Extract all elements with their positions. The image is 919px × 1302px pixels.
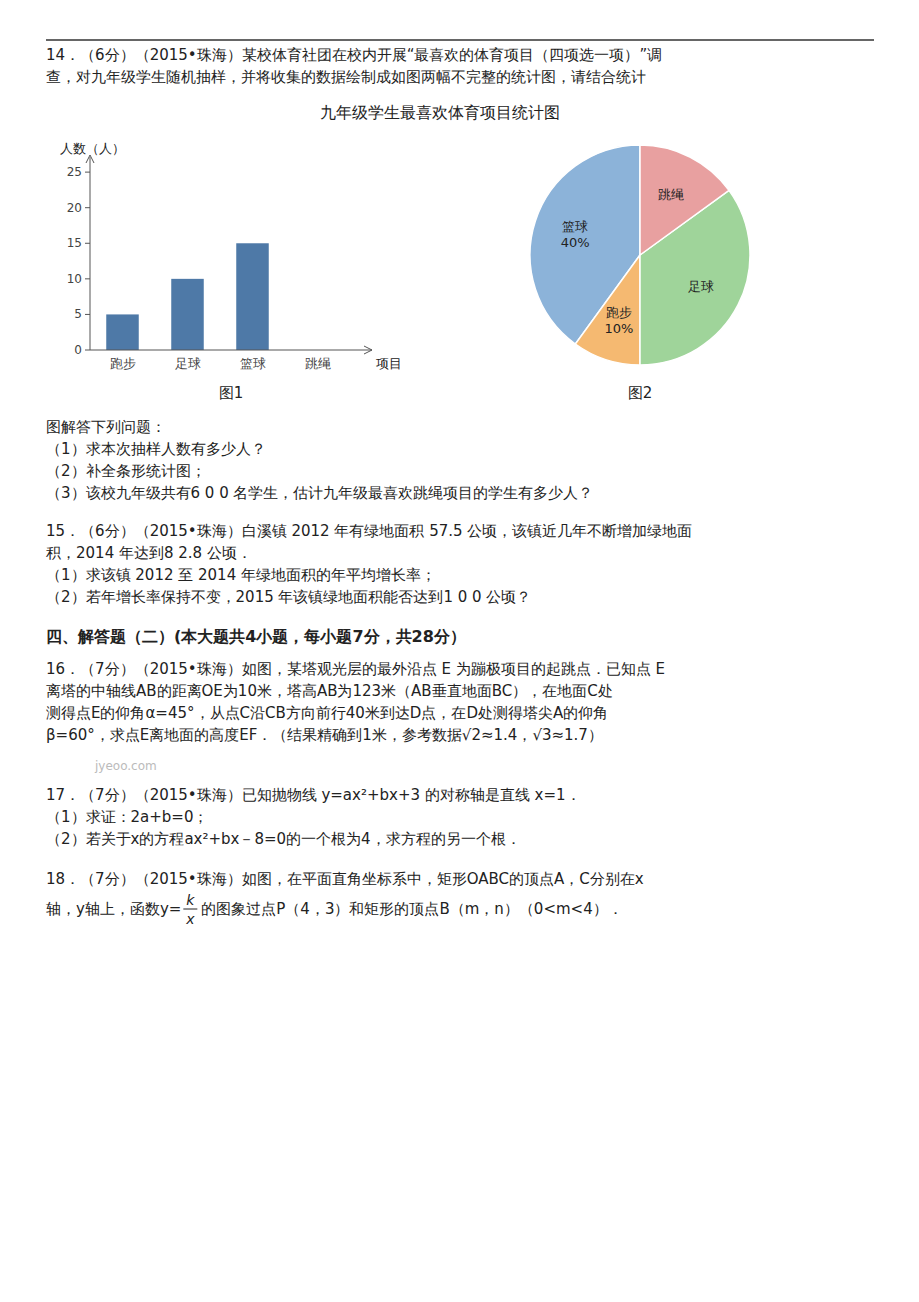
y-tick xyxy=(85,243,90,244)
pie-label: 跑步 xyxy=(606,305,632,320)
pie-slice xyxy=(640,145,729,255)
figure-label: 图1 xyxy=(219,384,244,402)
pie-label: 足球 xyxy=(688,279,714,294)
watermark: jyeoo.com xyxy=(94,759,157,773)
question-text: （2）若关于x的方程ax²+bx－8=0的一个根为4，求方程的另一个根． xyxy=(46,830,521,848)
question-text: （2）若年增长率保持不变，2015 年该镇绿地面积能否达到1 0 0 公顷？ xyxy=(46,588,531,606)
bar-marks xyxy=(106,243,269,350)
y-tick-label: 10 xyxy=(67,272,82,286)
bar-chart: 人数（人） 0 5 10 15 20 25 跑步 足球 篮球 跳绳 项目图1 xyxy=(60,141,402,402)
rule xyxy=(46,39,874,41)
question-text: 查，对九年级学生随机抽样，并将收集的数据绘制成如图两幅不完整的统计图，请结合统计 xyxy=(46,68,646,86)
y-tick xyxy=(85,278,90,279)
x-axis xyxy=(90,350,372,351)
chart-title: 九年级学生最喜欢体育项目统计图 xyxy=(320,103,560,122)
x-axis-label: 项目 xyxy=(376,356,402,371)
pie-value-label: 10% xyxy=(604,321,633,336)
page: 14．（6分）（2015•珠海）某校体育社团在校内开展“最喜欢的体育项目（四项选… xyxy=(0,0,919,1302)
bar xyxy=(106,314,139,350)
y-tick-label: 20 xyxy=(67,201,82,215)
question-text: 15．（6分）（2015•珠海）白溪镇 2012 年有绿地面积 57.5 公顷，… xyxy=(46,522,692,540)
question-text: 17．（7分）（2015•珠海）已知抛物线 y=ax²+bx+3 的对称轴是直线… xyxy=(46,786,581,804)
question-text: （3）该校九年级共有6 0 0 名学生，估计九年级最喜欢跳绳项目的学生有多少人？ xyxy=(46,484,593,502)
y-tick-label: 0 xyxy=(74,343,82,357)
pie-slice xyxy=(530,145,640,344)
y-tick xyxy=(85,172,90,173)
section-header: 四、解答题（二）(本大题共4小题，每小题7分，共28分） xyxy=(46,627,466,646)
question-text: 积，2014 年达到8 2.8 公顷． xyxy=(46,544,252,562)
pie-label: 篮球 xyxy=(562,219,588,234)
x-tick-label: 篮球 xyxy=(240,356,266,371)
pie-value-label: 40% xyxy=(561,235,590,250)
x-axis-arrow xyxy=(364,346,372,354)
y-tick xyxy=(85,314,90,315)
pie-chart: 篮球40% 跑步10% 足球 跳绳图2 xyxy=(530,145,750,402)
x-tick-label: 跑步 xyxy=(110,356,136,371)
y-tick-label: 15 xyxy=(67,236,82,250)
y-tick xyxy=(85,350,90,351)
fraction-bar xyxy=(183,909,197,910)
bar xyxy=(236,243,269,350)
y-axis-arrow xyxy=(86,155,94,163)
question-text: β=60°，求点E离地面的高度EF．（结果精确到1米，参考数据√2≈1.4，√3… xyxy=(46,726,603,744)
question-text: （1）求该镇 2012 至 2014 年绿地面积的年平均增长率； xyxy=(46,566,436,584)
fraction-denominator: x xyxy=(185,911,195,927)
question-text: （1）求本次抽样人数有多少人？ xyxy=(46,440,266,458)
y-axis xyxy=(90,157,91,350)
pie-label: 跳绳 xyxy=(658,187,684,202)
question-text: 测得点E的仰角α=45°，从点C沿CB方向前行40米到达D点，在D处测得塔尖A的… xyxy=(46,704,608,722)
question-text: 的图象过点P（4，3）和矩形的顶点B（m，n）（0<m<4）． xyxy=(201,900,622,918)
question-text: 离塔的中轴线AB的距离OE为10米，塔高AB为123米（AB垂直地面BC），在地… xyxy=(46,682,613,700)
fraction-numerator: k xyxy=(186,892,195,908)
question-text: 14．（6分）（2015•珠海）某校体育社团在校内开展“最喜欢的体育项目（四项选… xyxy=(46,46,662,64)
y-axis-label: 人数（人） xyxy=(60,141,125,156)
y-tick xyxy=(85,207,90,208)
y-tick-label: 25 xyxy=(67,165,82,179)
bar xyxy=(171,279,204,350)
pie-slice xyxy=(575,255,640,365)
question-text: 16．（7分）（2015•珠海）如图，某塔观光层的最外沿点 E 为蹦极项目的起跳… xyxy=(46,660,665,678)
question-text: （1）求证：2a+b=0； xyxy=(46,808,208,826)
y-tick-label: 5 xyxy=(74,307,82,321)
question-text: 18．（7分）（2015•珠海）如图，在平面直角坐标系中，矩形OABC的顶点A，… xyxy=(46,870,644,888)
question-text: 图解答下列问题： xyxy=(46,418,166,436)
question-text: 轴，y轴上，函数y= xyxy=(46,900,181,918)
figure-label: 图2 xyxy=(628,384,653,402)
question-text: （2）补全条形统计图； xyxy=(46,462,206,480)
x-tick-label: 跳绳 xyxy=(305,356,331,371)
x-tick-label: 足球 xyxy=(175,356,201,371)
